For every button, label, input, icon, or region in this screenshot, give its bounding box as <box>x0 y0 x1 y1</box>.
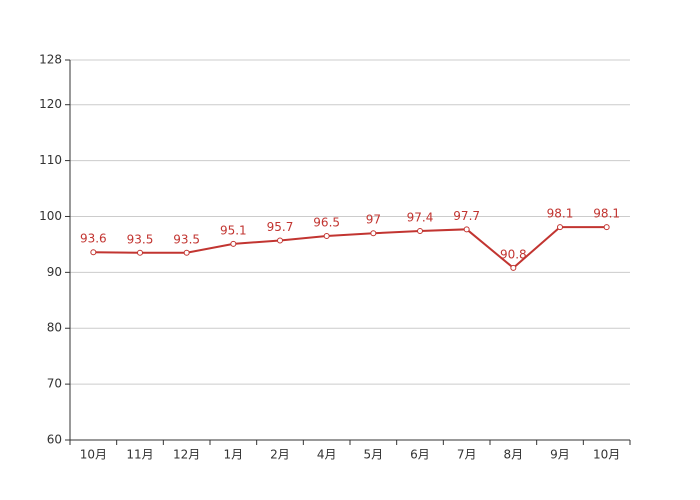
value-label: 93.5 <box>173 232 200 246</box>
series-line <box>93 226 607 270</box>
point <box>370 230 377 237</box>
x-tick-label: 4月 <box>317 448 337 462</box>
y-tick-label: 90 <box>47 265 62 279</box>
y-tick-label: 80 <box>47 321 62 335</box>
value-label: 97.4 <box>407 211 434 225</box>
value-label: 98.1 <box>593 207 620 221</box>
value-label: 90.8 <box>500 247 527 261</box>
x-tick-label: 10月 <box>593 448 620 462</box>
point <box>277 237 283 244</box>
x-tick-label: 7月 <box>457 448 477 462</box>
y-tick-label: 70 <box>47 377 62 391</box>
x-tick-label: 1月 <box>224 448 244 462</box>
x-tick-label: 6月 <box>410 448 430 462</box>
value-label: 97.7 <box>453 209 480 223</box>
value-label: 95.7 <box>267 220 294 234</box>
point <box>183 249 190 256</box>
x-tick-label: 11月 <box>126 448 153 462</box>
point <box>230 240 237 247</box>
value-label: 93.6 <box>80 232 107 246</box>
point <box>90 249 97 256</box>
point <box>323 233 330 240</box>
point <box>137 249 143 256</box>
x-tick-label: 8月 <box>504 448 524 462</box>
x-tick-label: 10月 <box>80 448 107 462</box>
point <box>463 226 470 233</box>
x-tick-label: 9月 <box>550 448 570 462</box>
point <box>417 228 423 234</box>
value-label: 96.5 <box>313 216 340 230</box>
x-tick-label: 12月 <box>173 448 200 462</box>
y-tick-label: 100 <box>39 209 62 223</box>
value-label: 98.1 <box>547 207 574 221</box>
value-label: 95.1 <box>220 223 247 237</box>
y-tick-label: 128 <box>39 53 62 67</box>
y-tick-label: 60 <box>47 433 62 447</box>
value-label: 97 <box>366 213 381 227</box>
y-tick-label: 110 <box>39 153 62 167</box>
value-label: 93.5 <box>127 232 154 246</box>
point <box>603 224 610 231</box>
point <box>557 224 563 231</box>
point <box>510 264 517 271</box>
x-tick-label: 2月 <box>270 448 290 462</box>
y-tick-label: 120 <box>39 97 62 111</box>
x-tick-label: 5月 <box>364 448 384 462</box>
